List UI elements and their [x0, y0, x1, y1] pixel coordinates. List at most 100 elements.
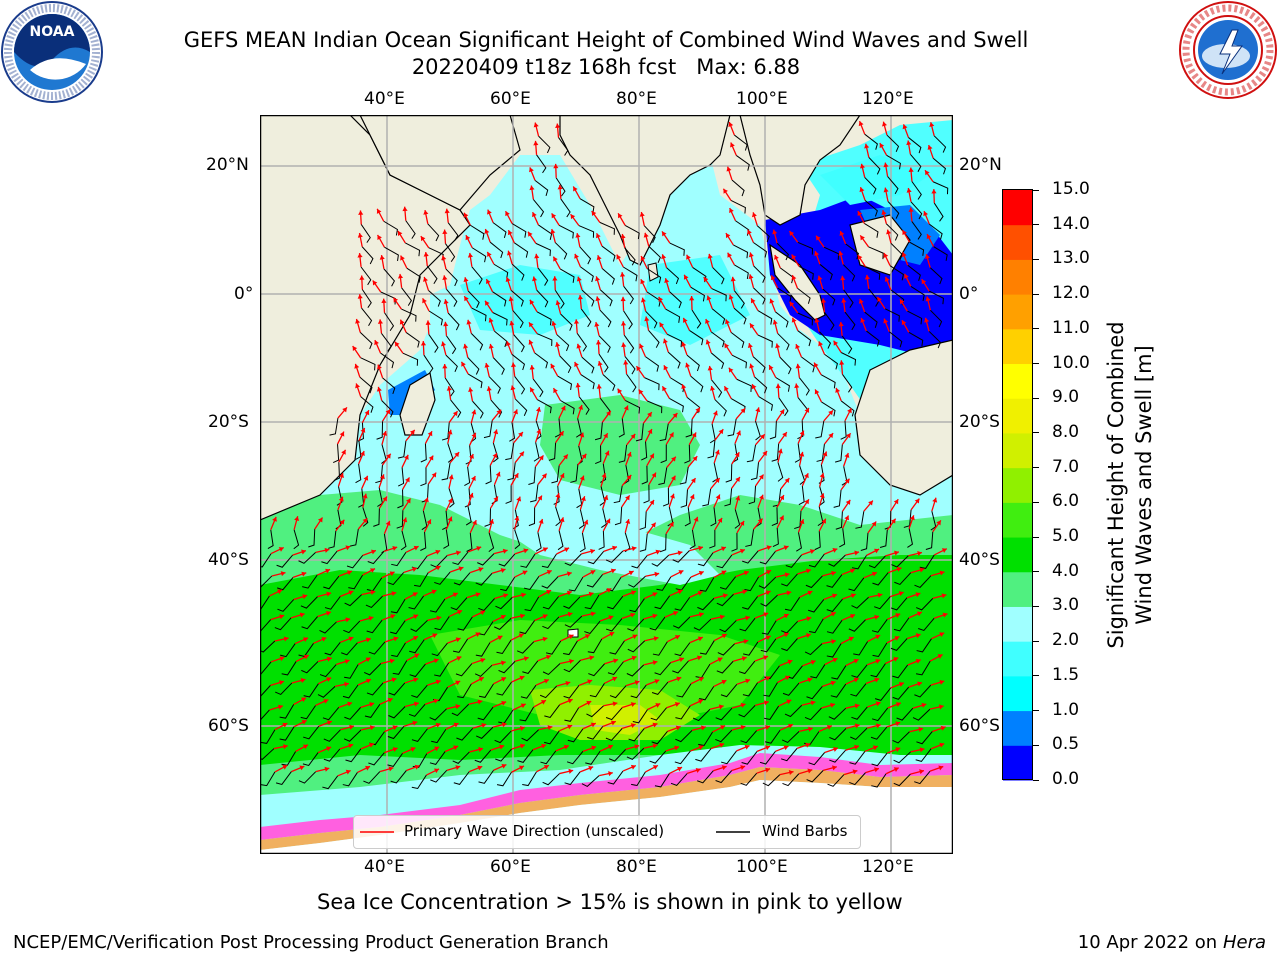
colorbar-segment [1003, 641, 1033, 677]
wind-barb [889, 265, 904, 281]
wave-direction-arrowhead [423, 276, 428, 282]
wind-barb [387, 725, 405, 740]
wave-direction-arrowhead [347, 701, 353, 707]
wind-barb [536, 333, 553, 346]
wave-direction-arrowhead [833, 746, 838, 752]
wind-barb [628, 728, 645, 742]
lon-label-bottom-60e: 60°E [490, 857, 531, 877]
wave-direction-arrowhead [750, 298, 756, 304]
wind-barb [697, 597, 715, 611]
wave-direction-arrowhead [506, 250, 512, 256]
wind-barb [893, 751, 912, 764]
wave-direction-arrowhead [689, 494, 695, 500]
wind-barb [613, 485, 623, 504]
wind-barb [666, 267, 680, 285]
wave-direction-arrowhead [883, 318, 889, 324]
wind-barb [361, 246, 374, 265]
wave-direction-arrowhead [368, 615, 374, 621]
wind-barb [500, 576, 516, 592]
wave-direction-arrowhead [831, 570, 836, 576]
wind-barb [618, 418, 625, 438]
wave-direction-arrowhead [370, 589, 376, 595]
wave-direction-arrowhead [652, 592, 658, 597]
wave-direction-arrowhead [386, 453, 391, 459]
wind-barb [496, 771, 512, 787]
wind-barb [736, 155, 750, 171]
wind-barb [430, 770, 448, 783]
wave-direction-arrowhead [724, 343, 730, 349]
wind-barb [689, 330, 704, 346]
wind-barb [453, 771, 470, 785]
wind-barb [388, 706, 406, 719]
wave-direction-arrowhead [566, 590, 572, 596]
wind-barb [405, 332, 420, 348]
wind-barb [511, 223, 527, 238]
wind-barb [911, 181, 922, 200]
wind-barb [666, 333, 683, 348]
wind-barb [716, 660, 734, 674]
wave-direction-arrowhead [606, 410, 611, 416]
wave-direction-arrowhead [376, 386, 382, 392]
wind-barb [798, 265, 814, 280]
wind-barb [866, 330, 880, 347]
wave-direction-arrowhead [634, 680, 640, 686]
wave-direction-arrowhead [874, 614, 880, 620]
wind-barb [410, 619, 428, 633]
wind-barb [929, 309, 943, 328]
wave-direction-arrowhead [864, 274, 870, 280]
wave-direction-arrowhead [875, 723, 881, 729]
wind-barb [821, 401, 836, 417]
wave-direction-arrowhead [804, 499, 809, 505]
wave-direction-arrowhead [625, 495, 630, 501]
wind-barb [711, 308, 726, 325]
wave-direction-arrowhead [915, 633, 921, 639]
wave-direction-arrowhead [552, 276, 558, 281]
wave-direction-arrowhead [939, 570, 945, 576]
wind-barb [475, 572, 493, 586]
wind-barb [752, 356, 766, 374]
wave-direction-arrowhead [845, 499, 851, 505]
wave-direction-arrowhead [705, 339, 711, 345]
wave-direction-arrowhead [420, 236, 426, 242]
wave-direction-arrowhead [362, 493, 368, 499]
colorbar-tick-mark [1033, 258, 1039, 260]
wind-barb [391, 642, 406, 658]
lat-label-right-40s: 40°S [959, 550, 1000, 570]
wind-barb [607, 661, 624, 676]
wind-barb [641, 465, 648, 485]
wind-barb [536, 289, 549, 308]
wave-direction-arrowhead [932, 497, 938, 503]
colorbar-tick-label: 1.0 [1052, 699, 1080, 720]
wave-direction-arrowhead [649, 499, 655, 505]
wave-direction-arrowhead [630, 702, 636, 708]
wind-barb [690, 286, 705, 302]
wind-barb [711, 288, 727, 302]
wave-direction-arrowhead [788, 723, 793, 729]
wave-direction-arrowhead [895, 702, 901, 707]
wave-direction-arrowhead [377, 319, 384, 324]
wind-barb [605, 618, 623, 632]
wind-barb [434, 571, 451, 585]
wind-barb [748, 485, 757, 505]
wind-barb [864, 200, 878, 217]
wave-direction-arrowhead [721, 633, 727, 639]
wind-barb [716, 593, 734, 607]
wave-direction-arrowhead [899, 299, 905, 305]
wind-barb [333, 462, 341, 481]
wave-direction-arrowhead [786, 699, 792, 705]
wave-direction-arrowhead [402, 517, 408, 523]
wave-direction-arrowhead [518, 765, 524, 771]
wave-direction-arrowhead [632, 634, 638, 640]
java-sea-cyan [820, 155, 930, 205]
wind-barb [566, 751, 584, 765]
wave-direction-arrowhead [860, 235, 865, 241]
wind-barb [860, 532, 869, 551]
wave-direction-arrowhead [499, 744, 505, 750]
wind-barb [893, 617, 910, 632]
wave-direction-arrowhead [941, 593, 947, 599]
wind-barb [651, 681, 669, 695]
wind-barb [648, 245, 661, 264]
wave-direction-arrowhead [477, 765, 483, 771]
wave-direction-arrowhead [655, 703, 661, 708]
wave-direction-arrowhead [717, 517, 723, 523]
